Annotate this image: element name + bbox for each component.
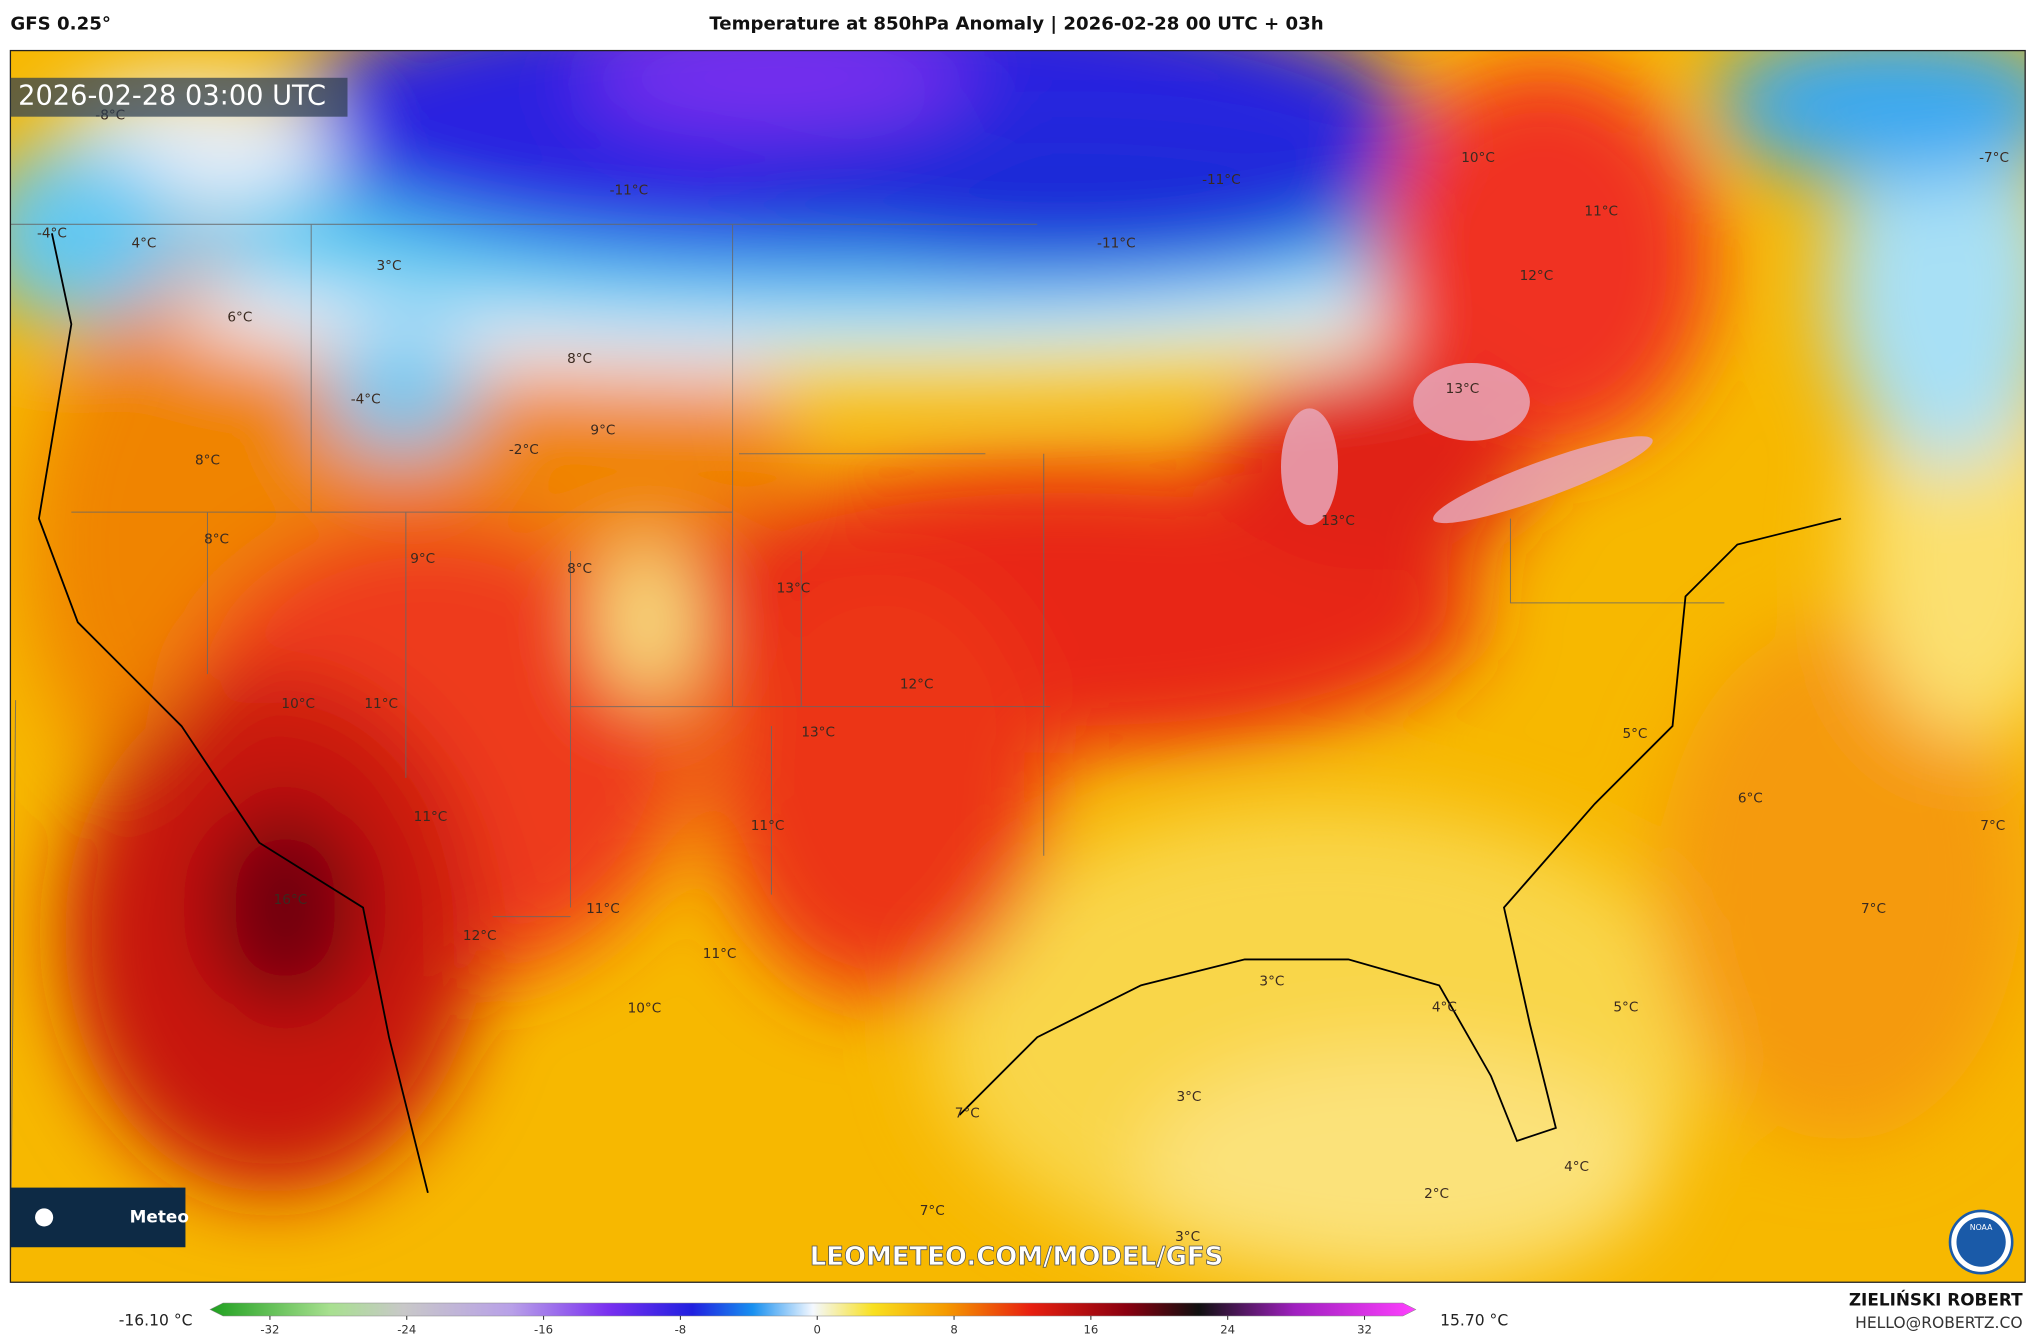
map-label: -11°C [610, 183, 649, 199]
map-field [10, 50, 2026, 1283]
map-label: 10°C [628, 1001, 662, 1017]
map-label: -4°C [37, 225, 67, 241]
map-label: 11°C [414, 809, 448, 825]
map-label: 8°C [567, 351, 592, 367]
map-label: -2°C [509, 442, 539, 458]
map-label: 7°C [1861, 901, 1886, 917]
colorbar-tick-label: 32 [1357, 1323, 1372, 1337]
map-labels: -8°C-11°C-11°C-11°C10°C11°C12°C-7°C-4°C4… [37, 107, 2009, 1244]
map-label: 13°C [801, 725, 835, 741]
map-label: 7°C [1980, 818, 2005, 834]
map-label: 13°C [1446, 381, 1480, 397]
map-label: 13°C [1321, 513, 1355, 529]
map-label: -11°C [1097, 236, 1136, 252]
colorbar-tick-label: 24 [1220, 1323, 1235, 1337]
map-label: 11°C [364, 696, 398, 712]
map-label: 7°C [920, 1203, 945, 1219]
map-label: 4°C [1564, 1159, 1589, 1175]
map-frame [9, 49, 2026, 1283]
map-label: 6°C [1738, 791, 1763, 807]
colorbar-tick-label: 8 [950, 1323, 957, 1337]
colorbar-tick-label: -16 [534, 1323, 553, 1337]
map-label: 3°C [1176, 1089, 1201, 1105]
map-label: -7°C [1979, 150, 2009, 166]
colorbar-tick-label: 0 [814, 1323, 821, 1337]
colorbar: -32 -24 -16 -8 0 8 16 24 32 [209, 1302, 1417, 1337]
map-label: 13°C [777, 581, 811, 597]
map-label: 9°C [590, 422, 615, 438]
colorbar-tick-label: -24 [397, 1323, 416, 1337]
map-label: 12°C [463, 928, 497, 944]
map-label: 10°C [281, 696, 315, 712]
map-label: 16°C [274, 892, 308, 908]
author: ZIELIŃSKI ROBERT [1849, 1288, 2023, 1309]
map-label: 8°C [567, 561, 592, 577]
map-label: 12°C [900, 677, 934, 693]
model-label: GFS 0.25° [10, 14, 111, 35]
noaa-logo-inner [1956, 1217, 2006, 1267]
map-label: -4°C [351, 391, 381, 407]
map-label: 3°C [1259, 973, 1284, 989]
map-label: 11°C [586, 901, 620, 917]
map-label: 11°C [703, 946, 737, 962]
colorbar-max: 15.70 °C [1440, 1312, 1508, 1330]
map-label: 9°C [410, 551, 435, 567]
map-label: 11°C [751, 818, 785, 834]
map-label: 4°C [131, 236, 156, 252]
map-label: 5°C [1622, 726, 1647, 742]
map-label: 4°C [1432, 999, 1457, 1015]
logo-sun [35, 1208, 54, 1227]
map-label: 12°C [1520, 268, 1554, 284]
map-label: 3°C [377, 258, 402, 274]
watermark: LEOMETEO.COM/MODEL/GFS [810, 1242, 1223, 1272]
map-label: 6°C [227, 310, 252, 326]
timestamp: 2026-02-28 03:00 UTC [18, 81, 326, 112]
timestamp-box [10, 77, 348, 117]
colorbar-tick-label: -32 [260, 1323, 279, 1337]
map-label: -11°C [1202, 172, 1241, 188]
map-title: Temperature at 850hPa Anomaly | 2026-02-… [709, 14, 1323, 35]
map-label: 11°C [1584, 203, 1618, 219]
map-label: 2°C [1424, 1186, 1449, 1202]
colorbar-tick-label: -8 [675, 1323, 687, 1337]
map-label: 7°C [955, 1106, 980, 1122]
noaa-text: NOAA [1970, 1223, 1993, 1232]
map-label: 3°C [1175, 1229, 1200, 1245]
map-label: 5°C [1613, 999, 1638, 1015]
map-label: 10°C [1461, 150, 1495, 166]
colorbar-tick-label: 16 [1083, 1323, 1098, 1337]
logo-text: Meteo [130, 1206, 189, 1226]
map-label: 8°C [195, 452, 220, 468]
colorbar-bar [209, 1302, 1417, 1317]
colorbar-min: -16.10 °C [119, 1312, 193, 1330]
map-label: 8°C [204, 531, 229, 547]
email: HELLO@ROBERTZ.CO [1855, 1314, 2022, 1332]
